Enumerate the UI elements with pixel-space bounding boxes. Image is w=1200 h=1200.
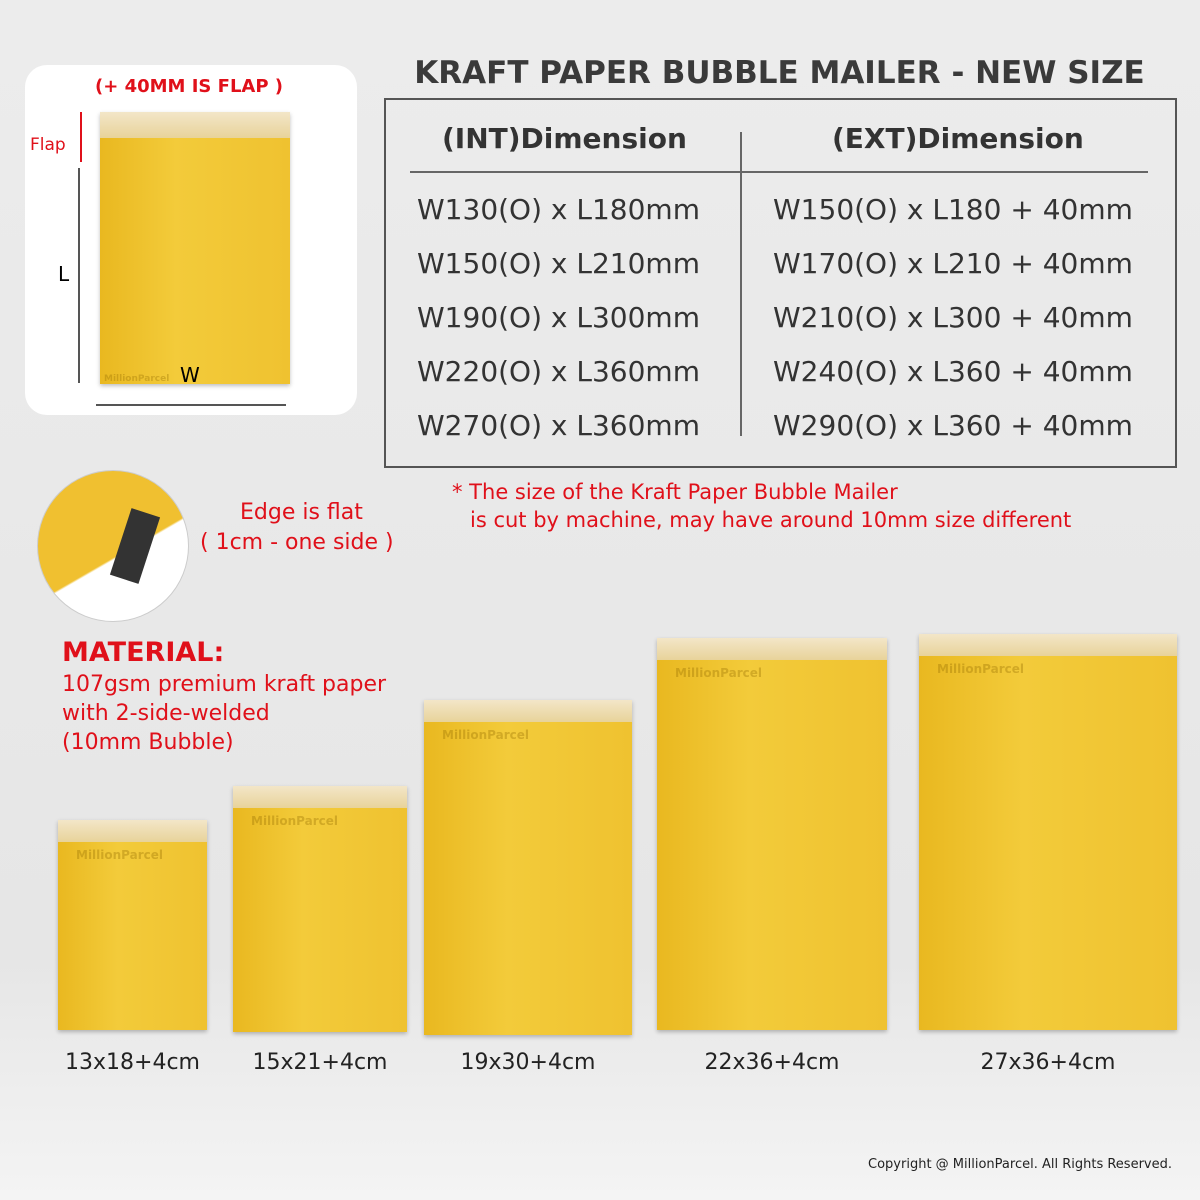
edge-note: ( 1cm - one side ) [200, 530, 394, 555]
size-label: 13x18+4cm [65, 1050, 200, 1075]
length-label: L [58, 262, 70, 286]
material-line: (10mm Bubble) [62, 730, 234, 755]
mailer-flap [424, 700, 632, 722]
flap-label: Flap [30, 135, 66, 155]
watermark: MillionParcel [251, 814, 339, 828]
mailer: MillionParcel [424, 700, 632, 1035]
header-cell: (INT)Dimension [442, 122, 687, 155]
width-arrow [96, 404, 286, 406]
diagram-mailer: MillionParcel [100, 112, 290, 384]
table-cell: W290(O) x L360 + 40mm [773, 409, 1133, 442]
material-line: with 2-side-welded [62, 701, 270, 726]
mailer: MillionParcel [919, 634, 1177, 1030]
header-rule [410, 171, 1148, 173]
edge-detail [37, 470, 189, 622]
watermark: MillionParcel [937, 662, 1025, 676]
flap-note: (+ 40MM IS FLAP ) [95, 76, 284, 97]
size-label: 15x21+4cm [252, 1050, 388, 1075]
column-rule [740, 132, 742, 436]
size-note: is cut by machine, may have around 10mm … [470, 508, 1072, 532]
size-note: * The size of the Kraft Paper Bubble Mai… [452, 480, 898, 504]
length-arrow [78, 168, 80, 383]
header-cell: (EXT)Dimension [832, 122, 1084, 155]
table-cell: W190(O) x L300mm [417, 301, 700, 334]
watermark: MillionParcel [675, 666, 763, 680]
table-cell: W210(O) x L300 + 40mm [773, 301, 1133, 334]
title: KRAFT PAPER BUBBLE MAILER - NEW SIZE [414, 55, 1145, 91]
mailer-flap [657, 638, 887, 660]
watermark: MillionParcel [442, 728, 530, 742]
edge-note: Edge is flat [240, 500, 363, 525]
table-frame [384, 98, 1177, 468]
size-label: 27x36+4cm [980, 1050, 1116, 1075]
table-cell: W150(O) x L210mm [417, 247, 700, 280]
table-cell: W240(O) x L360 + 40mm [773, 355, 1133, 388]
mailer-flap [58, 820, 207, 842]
table-cell: W270(O) x L360mm [417, 409, 700, 442]
watermark: MillionParcel [76, 848, 164, 862]
mailer: MillionParcel [657, 638, 887, 1030]
material-heading: MATERIAL: [62, 637, 225, 668]
size-label: 19x30+4cm [460, 1050, 596, 1075]
table-cell: W220(O) x L360mm [417, 355, 700, 388]
mailer: MillionParcel [233, 786, 407, 1032]
table-cell: W150(O) x L180 + 40mm [773, 193, 1133, 226]
table-cell: W170(O) x L210 + 40mm [773, 247, 1133, 280]
flap-arrow [80, 112, 82, 162]
width-label: W [180, 363, 200, 387]
material-text: 107gsm premium kraft paper with 2-side-w… [62, 670, 386, 757]
watermark: MillionParcel [104, 374, 170, 384]
copyright: Copyright @ MillionParcel. All Rights Re… [868, 1157, 1172, 1172]
material-line: 107gsm premium kraft paper [62, 672, 387, 697]
mailer-flap [233, 786, 407, 808]
size-label: 22x36+4cm [704, 1050, 840, 1075]
table-cell: W130(O) x L180mm [417, 193, 700, 226]
edge-swatch [109, 508, 161, 584]
mailer: MillionParcel [58, 820, 207, 1030]
mailer-flap [919, 634, 1177, 656]
